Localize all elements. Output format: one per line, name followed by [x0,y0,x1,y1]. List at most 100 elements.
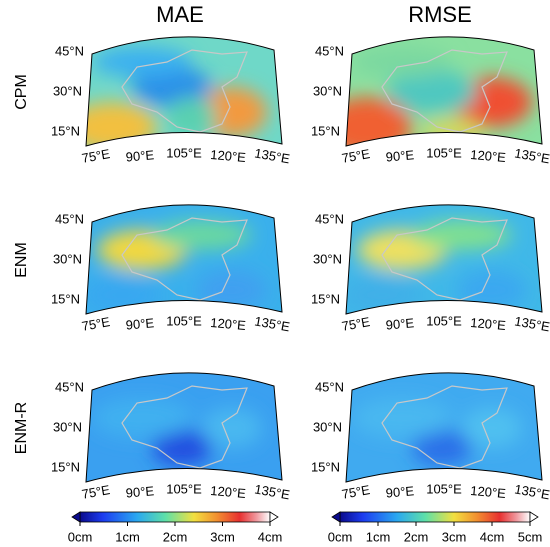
lon-label: 105°E [166,481,202,496]
map-frame [85,204,283,315]
lon-label: 135°E [253,481,291,502]
lat-label: 15°N [51,291,80,306]
map-panel [346,204,542,314]
lon-label: 75°E [81,146,112,166]
colorbar-arrow-left [331,511,341,523]
map-field [92,398,262,466]
colorbar [79,511,271,523]
map-blob [92,398,192,438]
map-blob [152,220,252,250]
lon-label: 135°E [513,481,550,502]
colorbar-label: 1cm [115,529,140,544]
map-blob [197,270,267,310]
map-frame [85,372,283,483]
map-blob [412,220,512,250]
map-blob [346,275,422,314]
lon-label: 75°E [81,314,112,334]
lon-label: 75°E [341,314,372,334]
lon-label: 135°E [513,313,550,334]
lat-label: 30°N [53,419,82,434]
lon-label: 120°E [210,315,247,333]
colorbar-label: 2cm [404,529,429,544]
lat-label: 15°N [51,123,80,138]
map-panel [346,36,542,146]
lat-label: 45°N [315,43,344,58]
column-title: MAE [156,2,204,27]
row-label: ENM-R [13,402,30,454]
colorbar-arrow-right [529,511,539,523]
country-border [381,49,508,133]
map-blob [202,408,262,448]
lat-label: 30°N [313,251,342,266]
lon-label: 120°E [470,483,507,501]
map-frame [345,204,543,315]
colorbar-label: 3cm [442,529,467,544]
map-blob [422,117,482,146]
lon-label: 75°E [341,482,372,502]
lon-label: 75°E [341,146,372,166]
lon-label: 105°E [426,481,462,496]
row-label: ENM [13,242,30,278]
lat-label: 15°N [311,291,340,306]
row-label: CPM [13,74,30,110]
map-blob [86,275,162,314]
lon-label: 90°E [125,483,155,500]
lon-label: 90°E [125,315,155,332]
lat-label: 15°N [51,459,80,474]
colorbar-label: 2cm [163,529,188,544]
map-blob [457,270,527,310]
colorbar-label: 4cm [258,529,283,544]
colorbar-label: 5cm [518,529,543,544]
lon-label: 135°E [513,145,550,166]
lon-label: 120°E [210,483,247,501]
lon-label: 105°E [426,145,462,160]
lon-label: 135°E [253,145,291,166]
lat-label: 45°N [315,211,344,226]
map-panel [86,36,282,146]
country-border [381,217,508,301]
colorbar-label: 1cm [366,529,391,544]
lat-label: 45°N [315,379,344,394]
country-border [121,217,248,301]
map-blob [387,70,477,114]
colorbar-arrow-left [71,511,81,523]
column-title: RMSE [408,2,472,27]
map-field [86,220,267,314]
lat-label: 30°N [313,419,342,434]
lon-label: 105°E [166,313,202,328]
colorbar-label: 0cm [68,529,93,544]
lat-label: 45°N [55,379,84,394]
map-frame [345,372,543,483]
lat-label: 15°N [311,123,340,138]
colorbar [339,511,531,523]
lon-label: 120°E [470,315,507,333]
map-blob [412,430,472,466]
map-blob [352,398,452,438]
lon-label: 90°E [125,147,155,164]
map-blob [352,47,452,77]
map-blob [86,102,157,146]
map-blob [462,408,522,448]
lat-label: 45°N [55,43,84,58]
country-border [381,385,508,469]
country-border [121,49,248,133]
lat-label: 45°N [55,211,84,226]
colorbar-label: 3cm [210,529,235,544]
lon-label: 75°E [81,482,112,502]
colorbar-arrow-right [269,511,279,523]
map-blob [167,97,217,137]
colorbar-label: 0cm [328,529,353,544]
lon-label: 105°E [166,145,202,160]
lon-label: 90°E [385,147,415,164]
country-border [121,385,248,469]
lon-label: 135°E [253,313,291,334]
lon-label: 105°E [426,313,462,328]
lon-label: 120°E [210,147,247,165]
map-panel [86,372,282,482]
lon-label: 90°E [385,315,415,332]
map-panel [346,372,542,482]
lat-label: 30°N [53,83,82,98]
map-frame [85,36,283,147]
lon-label: 120°E [470,147,507,165]
